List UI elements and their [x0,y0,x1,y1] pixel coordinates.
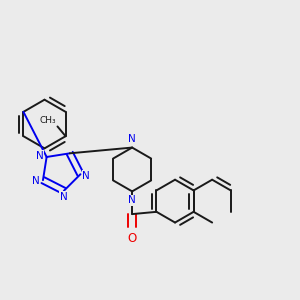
Text: CH₃: CH₃ [39,116,56,125]
Text: N: N [32,176,40,187]
Text: O: O [128,232,137,245]
Text: N: N [128,134,136,144]
Text: N: N [128,195,136,205]
Text: N: N [36,151,43,161]
Text: N: N [82,170,90,181]
Text: N: N [60,192,68,202]
